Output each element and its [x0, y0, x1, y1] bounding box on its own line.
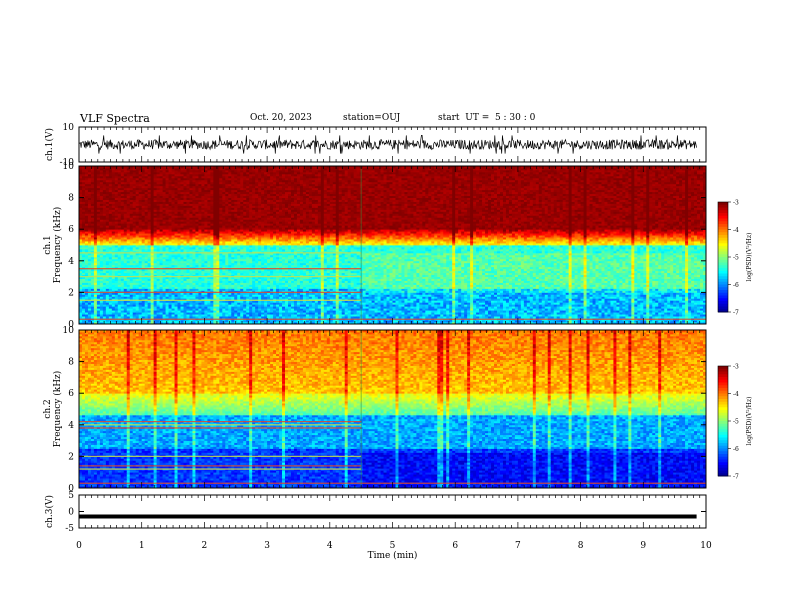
- ch2-y-tick-label: 4: [68, 421, 74, 431]
- ch1-y-tick-label: 10: [63, 162, 75, 172]
- ch2-ylabel-frequency: Frequency (kHz): [52, 371, 63, 448]
- ch2-colorbar-tick-label: -6: [733, 446, 739, 453]
- ch2-y-tick-label: 6: [68, 389, 74, 399]
- ch1-colorbar-tick-label: -6: [733, 282, 739, 289]
- ch3-ylabel: ch.3(V): [44, 495, 55, 528]
- x-tick-label: 0: [76, 541, 82, 551]
- ch3-y-tick-label: -5: [65, 524, 74, 534]
- x-tick-label: 2: [202, 541, 208, 551]
- ch2-ylabel-channel: ch.2: [43, 399, 53, 418]
- x-tick-label: 9: [640, 541, 646, 551]
- ch2-y-tick-label: 8: [68, 358, 74, 368]
- ch2-colorbar: [718, 366, 728, 477]
- ch2-y-tick-label: 10: [63, 326, 75, 336]
- ch2-colorbar-tick-label: -3: [733, 364, 739, 371]
- ch2-colorbar-tick-label: -5: [733, 419, 739, 426]
- ch1-y-tick-label: 10: [63, 123, 75, 133]
- ch1-y-tick-label: 6: [68, 225, 74, 235]
- ch2-spectrogram-cells: [79, 330, 706, 488]
- ch3-y-tick-label: 0: [68, 508, 74, 518]
- ch1-colorbar-label: log(PSD)(V²/Hz): [746, 233, 753, 282]
- ch2-colorbar-tick-label: -4: [733, 391, 739, 398]
- ch1-colorbar-tick-label: -5: [733, 255, 739, 262]
- x-tick-label: 5: [390, 541, 396, 551]
- ch1-ylabel: ch.1(V): [44, 128, 55, 161]
- ch1-ylabel-channel: ch.1: [43, 235, 53, 254]
- ch3-y-tick-label: 5: [68, 491, 74, 501]
- x-tick-label: 6: [452, 541, 458, 551]
- ch1-colorbar-tick-label: -4: [733, 227, 739, 234]
- ch1-y-tick-label: 8: [68, 194, 74, 204]
- ch1-ylabel-frequency: Frequency (kHz): [52, 207, 63, 284]
- x-tick-label: 4: [327, 541, 333, 551]
- ch1-y-tick-label: 4: [68, 257, 74, 267]
- vlf-figure: 10-10ch.1(V)0246810ch.1 Frequency (kHz)-3…: [0, 0, 792, 612]
- x-tick-label: 10: [700, 541, 712, 551]
- ch1-y-tick-label: 2: [68, 288, 74, 298]
- ch2-colorbar-label: log(PSD)(V²/Hz): [746, 397, 753, 446]
- x-tick-label: 8: [578, 541, 584, 551]
- ch1-colorbar-tick-label: -7: [733, 310, 739, 317]
- ch1-colorbar-tick-label: -3: [733, 200, 739, 207]
- ch2-colorbar-tick-label: -7: [733, 474, 739, 481]
- x-tick-label: 7: [515, 541, 521, 551]
- x-tick-label: 1: [139, 541, 145, 551]
- ch2-y-tick-label: 2: [68, 452, 74, 462]
- ch1-colorbar: [718, 202, 728, 313]
- x-axis-label: Time (min): [368, 550, 418, 561]
- x-tick-label: 3: [264, 541, 270, 551]
